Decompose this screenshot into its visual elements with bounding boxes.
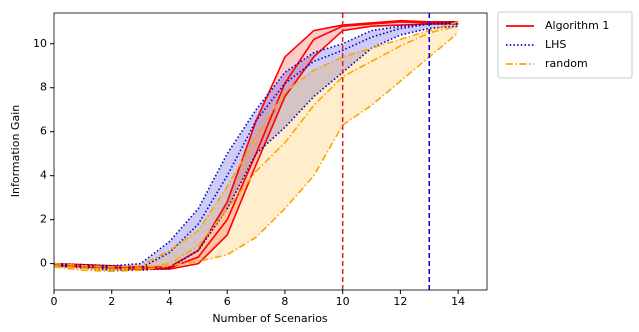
series-line (53, 32, 459, 273)
y-tick-label: 6 (40, 125, 47, 138)
legend-label: LHS (545, 38, 566, 51)
series-line (53, 23, 459, 269)
y-tick-label: 10 (33, 37, 47, 50)
x-tick-label: 14 (451, 295, 465, 308)
x-tick-label: 8 (281, 295, 288, 308)
y-axis-label: Information Gain (9, 105, 22, 197)
series-line (53, 20, 459, 267)
x-tick-label: 12 (393, 295, 407, 308)
y-tick-label: 8 (40, 81, 47, 94)
y-tick-label: 2 (40, 213, 47, 226)
y-tick-label: 4 (40, 169, 47, 182)
series-line (53, 21, 459, 268)
legend-label: random (545, 57, 588, 70)
band (54, 20, 459, 270)
x-tick-label: 6 (224, 295, 231, 308)
x-tick-label: 4 (166, 295, 173, 308)
x-axis-label: Number of Scenarios (212, 312, 328, 325)
legend-box (497, 11, 633, 79)
band (54, 21, 459, 272)
x-tick-label: 2 (108, 295, 115, 308)
plot-frame (53, 12, 488, 291)
legend-label: Algorithm 1 (545, 19, 609, 32)
x-tick-label: 10 (336, 295, 350, 308)
x-tick-label: 0 (51, 295, 58, 308)
series-line (53, 25, 459, 270)
band (54, 21, 459, 271)
y-tick-label: 0 (40, 257, 47, 270)
